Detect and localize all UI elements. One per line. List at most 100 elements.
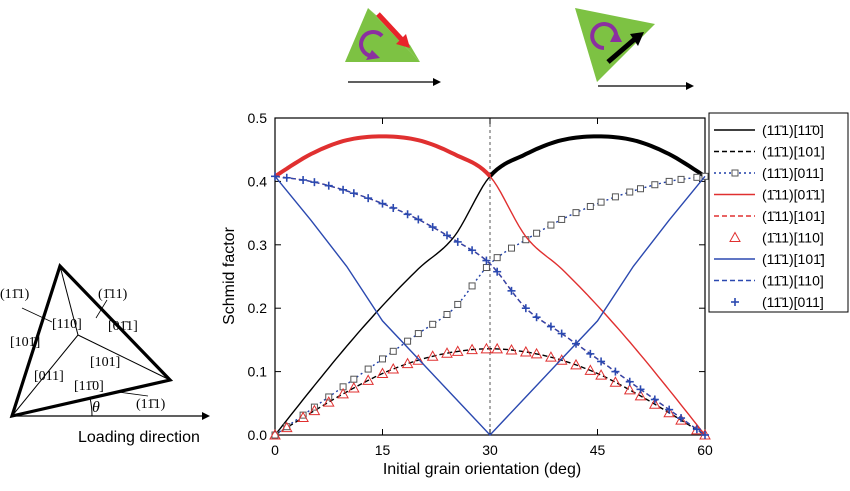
data-point-triangle — [570, 358, 582, 370]
legend-item: (11̄1)[110] — [714, 273, 824, 289]
legend-label: (1̄11)[01̄1] — [762, 187, 825, 203]
data-point-plus — [557, 329, 566, 338]
data-point-square — [637, 185, 644, 193]
data-point-triangle — [648, 398, 661, 409]
data-point-plus — [453, 237, 462, 246]
data-point-triangle — [337, 387, 349, 399]
green-grain-triangle-left-upper — [368, 8, 420, 62]
data-point-triangle — [530, 347, 543, 359]
legend-box — [708, 112, 849, 313]
data-point-plus — [403, 210, 412, 219]
data-point-triangle — [519, 345, 532, 357]
legend-label: (11̄1)[11̄0] — [762, 122, 824, 138]
label-plane-bottom: (11̄1) — [136, 397, 166, 412]
black-arrow-icon — [606, 36, 638, 64]
data-point-square — [572, 209, 580, 217]
data-point-plus — [299, 176, 308, 185]
legend-label: (11̄1)[011] — [762, 294, 824, 310]
label-plane-top: (1̄11) — [98, 287, 128, 302]
label-plane-left: (11̄1) — [0, 287, 30, 302]
data-point-square — [731, 169, 739, 177]
label-dir-110: [110] — [52, 317, 82, 332]
legend: (11̄1)[11̄0] (11̄1)[101] (11̄1)[011] (1̄11)… — [708, 112, 849, 313]
data-point-triangle — [387, 362, 400, 374]
y-axis-ticks: 0.0 0.1 0.2 0.3 0.4 0.5 — [248, 110, 705, 443]
data-point-plus — [597, 357, 606, 366]
triangle-inner-line-1 — [59, 265, 79, 336]
series-line-bold — [273, 134, 492, 179]
data-point-square — [651, 181, 659, 189]
data-point-square — [364, 365, 372, 373]
label-loading-direction: Loading direction — [78, 429, 200, 446]
stereographic-triangle: (1̄11) (11̄1) [110] [01̄1] [101̄] [101] … — [0, 262, 210, 446]
series-7 — [274, 175, 706, 436]
data-point-triangle — [426, 350, 439, 361]
data-point-plus — [701, 431, 709, 439]
data-point-square — [454, 300, 462, 308]
legend-item: (11̄1)[011] — [731, 294, 824, 310]
inset-left — [345, 8, 441, 86]
x-tick-label: 0 — [271, 442, 279, 458]
data-point-plus — [692, 425, 701, 434]
data-point-square — [611, 193, 619, 201]
data-point-triangle — [584, 364, 597, 375]
data-point-square — [379, 355, 386, 363]
legend-label: (11̄1)[101] — [762, 144, 825, 160]
theta-arc — [89, 397, 93, 417]
data-point-triangle — [555, 354, 568, 365]
rotation-arrowhead-icon — [366, 50, 380, 60]
series-8 — [271, 172, 709, 439]
data-point-plus — [665, 405, 674, 414]
legend-item: (11̄1)[11̄0] — [714, 122, 824, 138]
data-point-triangle — [466, 343, 478, 355]
data-point-triangle — [663, 406, 676, 418]
data-point-plus — [611, 367, 620, 376]
data-point-triangle — [451, 345, 464, 356]
data-point-plus — [650, 395, 659, 404]
data-point-plus — [414, 215, 423, 224]
data-point-square — [310, 403, 318, 411]
inset-right — [575, 8, 694, 90]
data-point-plus — [349, 189, 358, 198]
data-point-triangle — [634, 389, 647, 401]
data-point-square — [626, 188, 634, 196]
legend-item: (11̄1)[101] — [714, 144, 825, 160]
y-tick-label: 0.2 — [248, 300, 268, 316]
red-arrowhead-icon — [396, 34, 410, 48]
y-tick-label: 0.4 — [248, 173, 268, 189]
data-point-triangle — [441, 347, 453, 358]
data-point-plus — [428, 223, 437, 232]
data-point-square — [404, 337, 412, 345]
red-arrow-icon — [376, 12, 406, 44]
data-point-plus — [310, 178, 319, 187]
data-point-square — [443, 310, 451, 318]
legend-item: (1̄11)[01̄1] — [714, 187, 825, 203]
data-point-triangle — [308, 404, 321, 416]
data-point-plus — [636, 385, 645, 394]
x-axis-label: Initial grain orientation (deg) — [383, 461, 581, 478]
data-point-square — [677, 175, 685, 183]
loading-direction-arrowhead — [202, 412, 210, 420]
series-line — [274, 175, 706, 436]
x-tick-label: 45 — [590, 442, 606, 458]
data-point-triangle — [280, 421, 293, 433]
data-point-plus — [572, 339, 580, 348]
triangle-inner-line-4 — [21, 307, 53, 323]
black-arrowhead-icon — [630, 32, 644, 46]
legend-label: (1̄11)[110] — [762, 230, 824, 246]
label-theta: θ — [92, 399, 100, 416]
data-point-square — [482, 264, 490, 272]
data-point-plus — [482, 256, 491, 265]
data-point-plus — [389, 203, 398, 212]
data-point-triangle — [362, 374, 375, 385]
label-dir-011: [011] — [34, 369, 64, 384]
y-tick-label: 0.5 — [248, 110, 268, 126]
legend-item: (11̄1)[101̄] — [714, 251, 825, 267]
triangle-inner-line-3 — [77, 334, 171, 381]
data-point-plus — [324, 181, 333, 190]
data-point-triangle — [545, 351, 557, 362]
x-tick-label: 60 — [697, 442, 713, 458]
triangle-inner-line-6 — [117, 391, 149, 397]
data-point-triangle — [675, 414, 687, 425]
